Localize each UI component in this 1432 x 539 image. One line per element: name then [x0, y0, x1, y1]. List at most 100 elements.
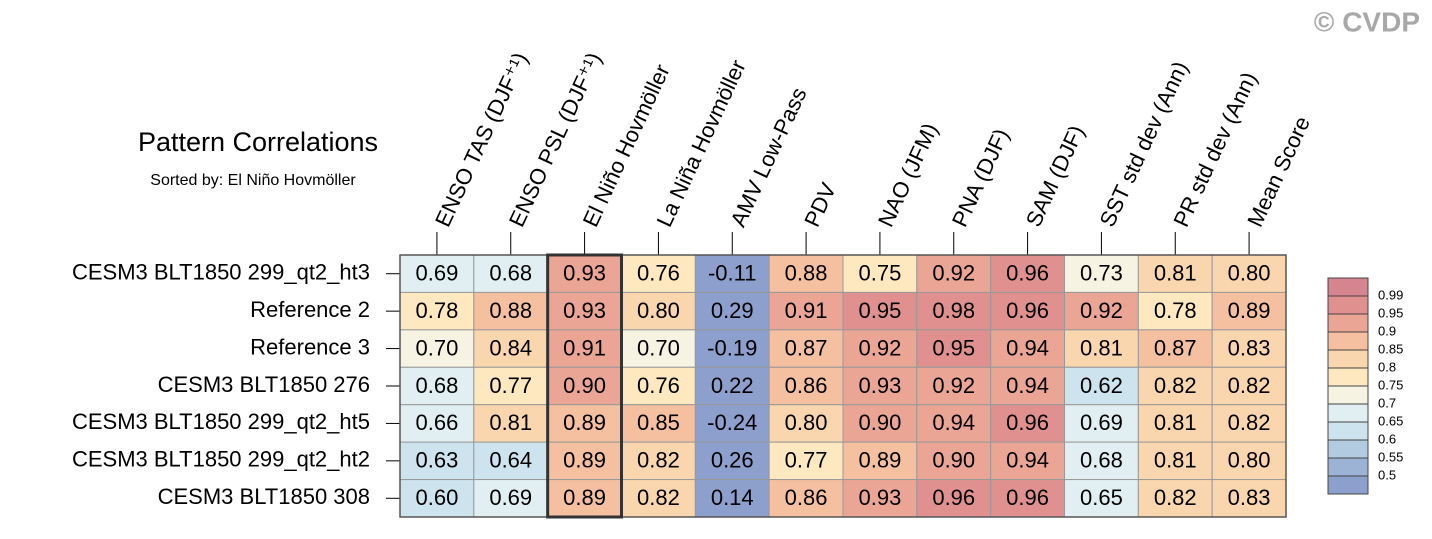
column-label: PDV — [799, 179, 841, 231]
heatmap-cell — [473, 404, 549, 443]
cell-label: 0.92 — [859, 335, 902, 360]
cell-label: 0.70 — [416, 335, 459, 360]
highlight-column — [546, 253, 624, 519]
heatmap-cell — [768, 441, 844, 481]
colorbar-box — [1328, 278, 1368, 296]
colorbar-box — [1328, 314, 1368, 332]
heatmap-cell — [1137, 329, 1213, 368]
cell-label: 0.81 — [1154, 410, 1197, 435]
colorbar-label: 0.55 — [1378, 449, 1403, 464]
heatmap-cell — [1064, 291, 1139, 331]
cell-label: 0.93 — [563, 261, 606, 286]
heatmap-cell — [1211, 291, 1287, 331]
heatmap-cell — [1064, 404, 1139, 443]
cell-label: 0.73 — [1080, 261, 1123, 286]
cell-label: 0.92 — [932, 261, 975, 286]
cell-label: 0.82 — [1154, 485, 1197, 510]
cell-label: 0.84 — [489, 335, 532, 360]
cell-label: 0.68 — [489, 261, 532, 286]
cell-label: -0.11 — [708, 261, 757, 286]
heatmap-cell — [694, 479, 770, 518]
heatmap-cell — [1137, 254, 1213, 293]
heatmap-cell — [990, 404, 1066, 443]
cell-label: 0.83 — [1228, 485, 1271, 510]
heatmap-cell — [842, 254, 918, 293]
cell-label: -0.24 — [707, 410, 757, 435]
heatmap-cell — [547, 329, 623, 368]
cell-label: 0.90 — [932, 448, 975, 473]
cell-label: 0.94 — [1006, 448, 1049, 473]
row-label: CESM3 BLT1850 299_qt2_ht5 — [72, 409, 370, 434]
heatmap-cell — [1137, 366, 1213, 406]
colorbar-box — [1328, 368, 1368, 386]
cell-label: 0.80 — [785, 410, 828, 435]
column-label: NAO (JFM) — [873, 119, 943, 230]
column-label: AMV Low-Pass — [725, 84, 811, 231]
colorbar-label: 0.75 — [1378, 377, 1403, 392]
heatmap-cell — [399, 366, 475, 406]
colorbar-box — [1328, 404, 1368, 422]
cell-label: 0.95 — [932, 335, 975, 360]
heatmap-cell — [990, 479, 1066, 518]
cell-label: 0.90 — [563, 373, 606, 398]
heatmap-cell — [621, 329, 696, 368]
colorbar-box — [1328, 422, 1368, 440]
column-label: SAM (DJF) — [1021, 121, 1090, 230]
cell-label: 0.63 — [416, 448, 459, 473]
heatmap-cell — [1137, 479, 1213, 518]
colorbar-box — [1328, 296, 1368, 314]
cell-label: 0.93 — [563, 298, 606, 323]
cell-label: 0.76 — [637, 373, 680, 398]
cell-label: 0.92 — [1080, 298, 1123, 323]
cell-label: 0.89 — [563, 485, 606, 510]
cell-label: 0.96 — [1006, 261, 1049, 286]
cell-label: 0.93 — [859, 373, 902, 398]
cell-label: 0.98 — [932, 298, 975, 323]
watermark: © CVDP — [1314, 6, 1420, 37]
heatmap-cell — [1211, 366, 1287, 406]
chart-title: Pattern Correlations — [138, 127, 378, 157]
cell-label: 0.82 — [1228, 373, 1271, 398]
row-label: CESM3 BLT1850 308 — [158, 484, 370, 509]
cell-label: 0.81 — [1080, 335, 1123, 360]
row-label: Reference 3 — [250, 334, 370, 359]
cell-label: 0.80 — [637, 298, 680, 323]
cell-label: 0.87 — [1154, 335, 1197, 360]
heatmap-cell — [1211, 441, 1287, 481]
cell-label: 0.89 — [563, 448, 606, 473]
cell-label: 0.64 — [489, 448, 532, 473]
cell-label: 0.69 — [1080, 410, 1123, 435]
colorbar-label: 0.95 — [1378, 305, 1403, 320]
cell-label: 0.81 — [1154, 261, 1197, 286]
heatmap-cell — [990, 366, 1066, 406]
cell-label: 0.96 — [1006, 298, 1049, 323]
cell-label: 0.94 — [1006, 373, 1049, 398]
cell-label: 0.85 — [637, 410, 680, 435]
cell-label: 0.65 — [1080, 485, 1123, 510]
cell-label: 0.62 — [1080, 373, 1123, 398]
heatmap-cell — [547, 291, 623, 331]
column-label: PNA (DJF) — [947, 125, 1014, 231]
heatmap-cell — [473, 479, 549, 518]
cell-label: 0.76 — [637, 261, 680, 286]
heatmap-cell — [621, 366, 696, 406]
cell-label: -0.19 — [707, 335, 757, 360]
cell-label: 0.87 — [785, 335, 828, 360]
cell-label: 0.96 — [1006, 485, 1049, 510]
colorbar-box — [1328, 332, 1368, 350]
cell-label: 0.91 — [563, 335, 606, 360]
cell-label: 0.96 — [932, 485, 975, 510]
cell-label: 0.69 — [416, 261, 459, 286]
cell-label: 0.86 — [785, 373, 828, 398]
heatmap-cell — [990, 441, 1066, 481]
row-label: Reference 2 — [250, 297, 370, 322]
colorbar-label: 0.8 — [1378, 359, 1396, 374]
cell-label: 0.60 — [416, 485, 459, 510]
cell-label: 0.82 — [637, 448, 680, 473]
table-border — [399, 254, 1287, 518]
colorbar-label: 0.9 — [1378, 323, 1396, 338]
cell-label: 0.22 — [711, 373, 754, 398]
cell-label: 0.89 — [859, 448, 902, 473]
cell-label: 0.66 — [416, 410, 459, 435]
heatmap-cell — [1211, 329, 1287, 368]
